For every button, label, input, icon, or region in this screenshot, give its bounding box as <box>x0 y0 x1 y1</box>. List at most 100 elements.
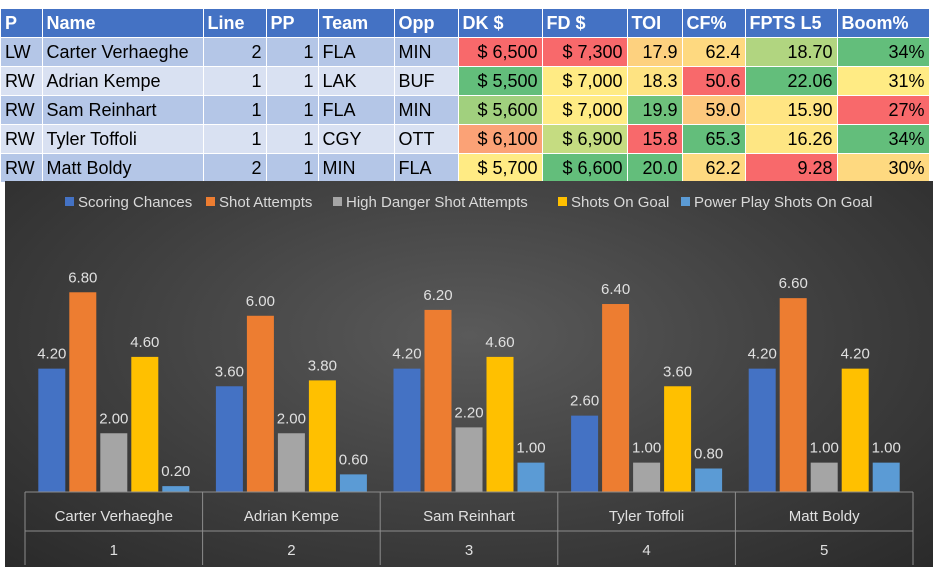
data-label: 2.00 <box>99 410 128 427</box>
data-label: 1.00 <box>810 440 839 457</box>
cell-opp: OTT <box>394 124 459 154</box>
bar[interactable] <box>664 386 692 492</box>
legend-item[interactable]: High Danger Shot Attempts <box>333 194 528 211</box>
cell-cf-pct: 59.0 <box>682 95 746 125</box>
bar[interactable] <box>779 298 807 492</box>
cell-pp: 1 <box>266 124 319 154</box>
bar[interactable] <box>571 415 599 492</box>
header-boom-pct[interactable]: Boom% <box>837 9 930 38</box>
bar[interactable] <box>162 486 190 492</box>
data-label: 4.20 <box>748 346 777 363</box>
bar[interactable] <box>246 315 274 492</box>
header-fpts-l5[interactable]: FPTS L5 <box>745 9 838 38</box>
bar[interactable] <box>810 462 838 492</box>
cell-player-name: Sam Reinhart <box>42 95 204 125</box>
header-team[interactable]: Team <box>318 9 395 38</box>
cell-dk-salary: $ 6,100 <box>458 124 543 154</box>
cell-fd-salary: $ 7,000 <box>542 66 628 96</box>
header-opp[interactable]: Opp <box>394 9 459 38</box>
bar[interactable] <box>339 474 367 492</box>
cell-toi: 20.0 <box>627 153 683 183</box>
cell-cf-pct: 62.2 <box>682 153 746 183</box>
category-index-label: 4 <box>642 542 650 559</box>
cell-pp: 1 <box>266 153 319 183</box>
cell-opp: MIN <box>394 37 459 67</box>
bar[interactable] <box>455 427 483 492</box>
header-position[interactable]: P <box>1 9 43 38</box>
legend-label: Shot Attempts <box>219 194 312 211</box>
legend-item[interactable]: Shot Attempts <box>206 194 312 211</box>
data-label: 1.00 <box>516 440 545 457</box>
bar[interactable] <box>695 468 723 492</box>
cell-opp: BUF <box>394 66 459 96</box>
table-header-row: P Name Line PP Team Opp DK $ FD $ TOI CF… <box>1 9 930 38</box>
bar[interactable] <box>393 368 421 492</box>
category-label: Matt Boldy <box>789 508 860 525</box>
bar[interactable] <box>69 292 97 492</box>
cell-team: MIN <box>318 153 395 183</box>
header-toi[interactable]: TOI <box>627 9 683 38</box>
cell-pp: 1 <box>266 95 319 125</box>
cell-boom-pct: 34% <box>837 37 930 67</box>
bar[interactable] <box>841 368 869 492</box>
cell-fd-salary: $ 6,600 <box>542 153 628 183</box>
cell-dk-salary: $ 5,500 <box>458 66 543 96</box>
cell-cf-pct: 65.3 <box>682 124 746 154</box>
cell-team: FLA <box>318 95 395 125</box>
category-label: Carter Verhaeghe <box>55 508 173 525</box>
cell-line: 1 <box>203 95 267 125</box>
table-row[interactable]: RW Tyler Toffoli 1 1 CGY OTT $ 6,100 $ 6,900 15.… <box>1 124 930 154</box>
bar[interactable] <box>38 368 66 492</box>
data-label: 3.80 <box>308 357 337 374</box>
cell-player-name: Adrian Kempe <box>42 66 204 96</box>
bar[interactable] <box>633 462 661 492</box>
bar[interactable] <box>517 462 545 492</box>
cell-fpts-l5: 18.70 <box>745 37 838 67</box>
data-label: 2.00 <box>277 410 306 427</box>
cell-position: RW <box>1 66 43 96</box>
header-line[interactable]: Line <box>203 9 267 38</box>
bar[interactable] <box>872 462 900 492</box>
category-label: Tyler Toffoli <box>609 508 684 525</box>
header-cf-pct[interactable]: CF% <box>682 9 746 38</box>
cell-toi: 15.8 <box>627 124 683 154</box>
table-row[interactable]: LW Carter Verhaeghe 2 1 FLA MIN $ 6,500 $ 7,300… <box>1 37 930 67</box>
cell-position: RW <box>1 124 43 154</box>
bar[interactable] <box>308 380 336 492</box>
header-pp[interactable]: PP <box>266 9 319 38</box>
legend-item[interactable]: Power Play Shots On Goal <box>681 194 872 211</box>
bar[interactable] <box>277 433 305 492</box>
cell-pp: 1 <box>266 66 319 96</box>
bar[interactable] <box>748 368 776 492</box>
legend-item[interactable]: Scoring Chances <box>65 194 192 211</box>
data-label: 2.60 <box>570 393 599 410</box>
cell-team: LAK <box>318 66 395 96</box>
bar[interactable] <box>100 433 128 492</box>
table-row[interactable]: RW Sam Reinhart 1 1 FLA MIN $ 5,600 $ 7,000 19.9… <box>1 95 930 125</box>
header-fd-salary[interactable]: FD $ <box>542 9 628 38</box>
bar[interactable] <box>424 309 452 492</box>
header-name[interactable]: Name <box>42 9 204 38</box>
bar[interactable] <box>602 304 630 492</box>
bar[interactable] <box>486 356 514 492</box>
category-index-label: 3 <box>465 542 473 559</box>
category-index-label: 1 <box>110 542 118 559</box>
cell-position: LW <box>1 37 43 67</box>
bar[interactable] <box>131 356 159 492</box>
data-label: 6.00 <box>246 293 275 310</box>
data-label: 0.80 <box>694 446 723 463</box>
data-label: 3.60 <box>663 363 692 380</box>
table-row[interactable]: RW Adrian Kempe 1 1 LAK BUF $ 5,500 $ 7,000 18.3… <box>1 66 930 96</box>
data-label: 0.60 <box>339 451 368 468</box>
header-dk-salary[interactable]: DK $ <box>458 9 543 38</box>
table-row[interactable]: RW Matt Boldy 2 1 MIN FLA $ 5,700 $ 6,600 20.0 62… <box>1 153 930 183</box>
cell-dk-salary: $ 5,600 <box>458 95 543 125</box>
legend-swatch <box>333 197 342 206</box>
bar[interactable] <box>215 386 243 492</box>
cell-dk-salary: $ 5,700 <box>458 153 543 183</box>
cell-team: CGY <box>318 124 395 154</box>
data-label: 4.20 <box>841 346 870 363</box>
legend-item[interactable]: Shots On Goal <box>558 194 669 211</box>
data-label: 4.20 <box>392 346 421 363</box>
cell-fd-salary: $ 7,300 <box>542 37 628 67</box>
